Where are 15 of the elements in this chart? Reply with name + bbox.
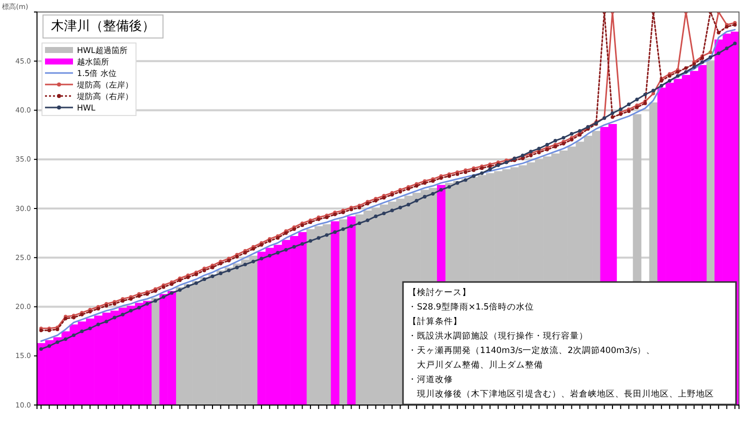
legend-label: HWL超過箇所: [77, 46, 128, 55]
text: 木津川（整備後）: [51, 19, 155, 34]
legend-label: 1.5倍 水位: [77, 69, 116, 78]
annotation: 【検討ケース】: [408, 287, 471, 298]
annotation: ・S28.9型降雨×1.5倍時の水位: [408, 302, 534, 312]
annotation: ・天ヶ瀬再開発（1140m3/s一定放流、2次調節400m3/s）、: [408, 345, 656, 356]
legend-label: 堤防高（右岸）: [76, 92, 133, 101]
annotation: 【計算条件】: [408, 316, 462, 327]
annotation: ・河道改修: [408, 374, 453, 385]
annotation: 大戸川ダム整備、川上ダム整備: [408, 360, 543, 370]
legend-label: 堤防高（左岸）: [76, 80, 133, 90]
legend-label: HWL: [77, 104, 96, 112]
annotation: 現川改修後（木下津地区引堤含む）、岩倉峡地区、長田川地区、上野地区: [408, 388, 714, 400]
annotation: ・既設洪水調節施設（現行操作・現行容量）: [408, 330, 588, 342]
legend-label: 越水箇所: [77, 58, 109, 66]
